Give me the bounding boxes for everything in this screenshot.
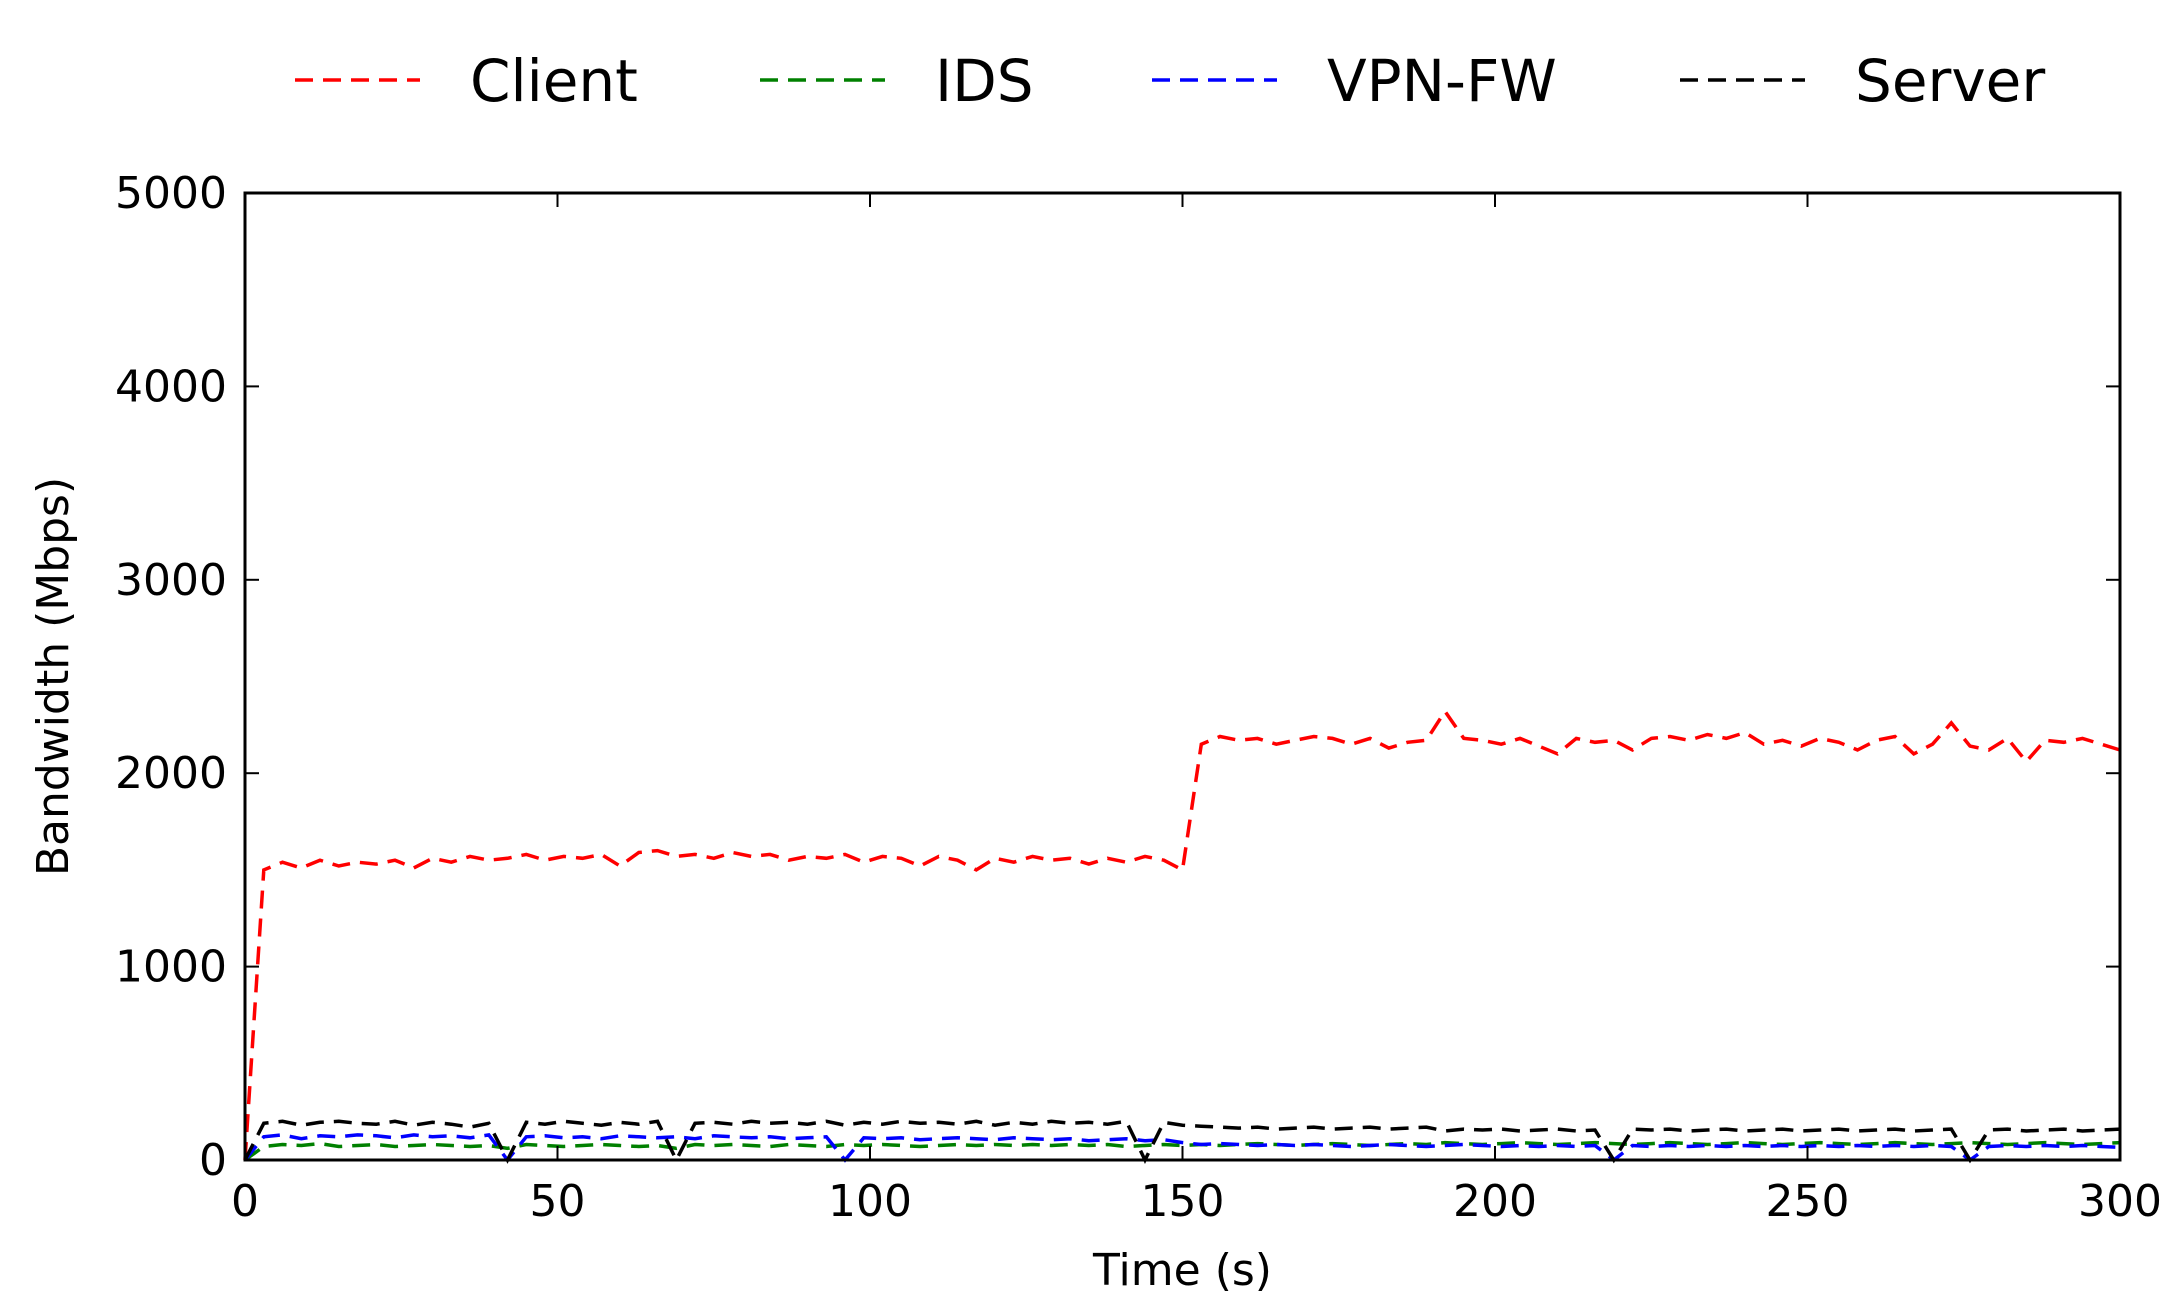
y-tick-label: 4000 [115,361,227,412]
legend: Client IDS VPN-FW Server [295,47,2045,115]
x-tick-label: 250 [1766,1176,1850,1227]
x-tick-label: 50 [530,1176,586,1227]
x-tick-label: 0 [231,1176,259,1227]
legend-label-client: Client [470,47,638,115]
series-layer [243,708,2121,1164]
legend-label-vpn-fw: VPN-FW [1327,47,1557,115]
plot-frame [243,191,2122,1162]
legend-label-server: Server [1855,47,2045,115]
series-line-client [243,708,2121,1161]
y-tick-label: 3000 [115,555,227,606]
x-tick-label: 200 [1453,1176,1537,1227]
y-tick-label: 2000 [115,748,227,799]
y-tick-label: 0 [199,1135,227,1186]
y-tick-label: 1000 [115,942,227,993]
y-tick-label: 5000 [115,168,227,219]
legend-label-ids: IDS [935,47,1034,115]
y-axis-label: Bandwidth (Mbps) [28,477,79,876]
x-tick-label: 300 [2078,1176,2162,1227]
series-line-server [243,1119,2121,1164]
x-tick-label: 100 [828,1176,912,1227]
x-tick-label: 150 [1141,1176,1225,1227]
x-axis-label: Time (s) [1092,1245,1272,1296]
